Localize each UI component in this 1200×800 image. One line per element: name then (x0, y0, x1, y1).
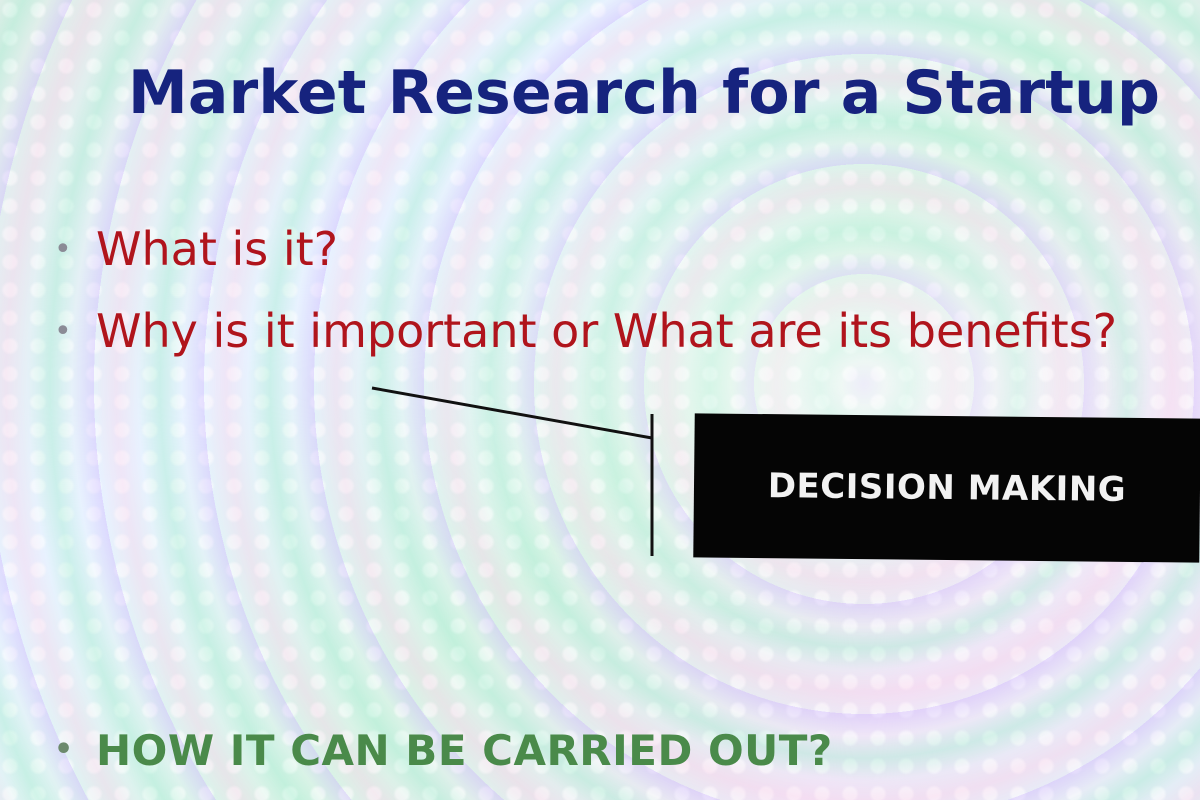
bullet-marker: • (54, 732, 74, 767)
decision-making-callout: DECISION MAKING (693, 413, 1200, 563)
connector-diagonal-line (371, 386, 653, 440)
slide-title: Market Research for a Startup (128, 58, 1161, 128)
bullet-marker: • (54, 232, 72, 267)
bullet-text: What is it? (96, 222, 339, 276)
bullet-text: HOW IT CAN BE CARRIED OUT? (96, 726, 833, 775)
bullet-text: Why is it important or What are its bene… (96, 304, 1118, 358)
bullet-item: • HOW IT CAN BE CARRIED OUT? (54, 726, 833, 775)
bullet-item: • What is it? (54, 222, 338, 276)
bullet-item: • Why is it important or What are its be… (54, 304, 1117, 358)
bullet-marker: • (54, 314, 72, 349)
callout-label: DECISION MAKING (767, 466, 1127, 510)
